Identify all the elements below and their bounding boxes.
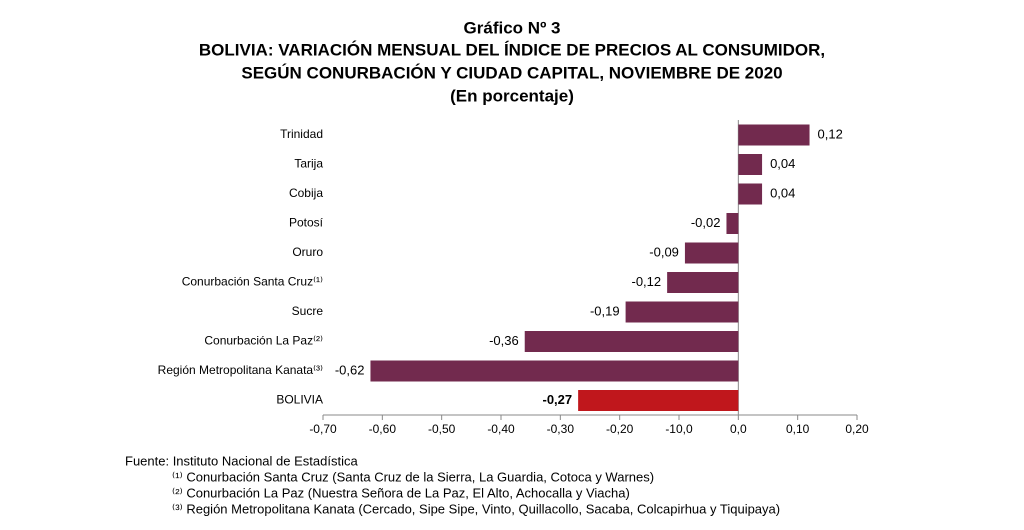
category-label: Sucre <box>292 304 324 318</box>
value-label: -0,12 <box>631 274 661 289</box>
x-tick-label: -0,50 <box>428 422 456 436</box>
category-label: Conurbación La Paz⁽²⁾ <box>204 334 323 348</box>
category-label: BOLIVIA <box>276 393 323 407</box>
x-tick-label: -0,30 <box>547 422 575 436</box>
bar <box>738 124 810 146</box>
chart-subtitle: BOLIVIA: VARIACIÓN MENSUAL DEL ÍNDICE DE… <box>199 40 825 59</box>
x-tick-label: -0,40 <box>487 422 515 436</box>
bar <box>667 272 739 293</box>
bar <box>524 331 739 352</box>
value-label: -0,62 <box>335 362 365 377</box>
chart-title: Gráfico Nº 3 <box>464 18 561 37</box>
bar <box>578 390 739 411</box>
footnote: ⁽²⁾ Conurbación La Paz (Nuestra Señora d… <box>172 485 630 500</box>
category-label: Región Metropolitana Kanata⁽³⁾ <box>158 363 323 377</box>
footnote: ⁽¹⁾ Conurbación Santa Cruz (Santa Cruz d… <box>172 469 654 484</box>
chart-subtitle: (En porcentaje) <box>450 86 574 105</box>
x-tick-label: -0,20 <box>606 422 634 436</box>
value-label: -0,27 <box>542 392 572 407</box>
category-label: Trinidad <box>280 127 323 141</box>
value-label: -0,36 <box>489 333 519 348</box>
x-tick-label: -0,70 <box>309 422 337 436</box>
x-tick-label: -0,60 <box>369 422 397 436</box>
bar <box>738 154 763 175</box>
category-label: Tarija <box>294 157 323 171</box>
category-label: Cobija <box>289 186 323 200</box>
bar <box>684 242 739 264</box>
x-tick-label: 0,0 <box>730 422 747 436</box>
value-label: -0,02 <box>691 215 721 230</box>
bar <box>625 301 739 323</box>
chart-subtitle: SEGÚN CONURBACIÓN Y CIUDAD CAPITAL, NOVI… <box>241 63 782 82</box>
category-label: Potosí <box>289 216 324 230</box>
value-label: 0,12 <box>818 126 843 141</box>
value-label: 0,04 <box>770 185 795 200</box>
category-label: Conurbación Santa Cruz⁽¹⁾ <box>182 275 323 289</box>
value-label: 0,04 <box>770 156 795 171</box>
value-label: -0,09 <box>649 244 679 259</box>
bar <box>370 360 739 382</box>
x-tick-label: 0,10 <box>786 422 810 436</box>
category-label: Oruro <box>292 245 323 259</box>
source: Fuente: Instituto Nacional de Estadístic… <box>125 453 358 468</box>
bar <box>738 183 763 205</box>
footnote: ⁽³⁾ Región Metropolitana Kanata (Cercado… <box>172 501 780 516</box>
x-tick-label: 0,20 <box>845 422 869 436</box>
bar <box>726 213 739 234</box>
x-tick-label: -10,0 <box>665 422 693 436</box>
value-label: -0,19 <box>590 303 620 318</box>
